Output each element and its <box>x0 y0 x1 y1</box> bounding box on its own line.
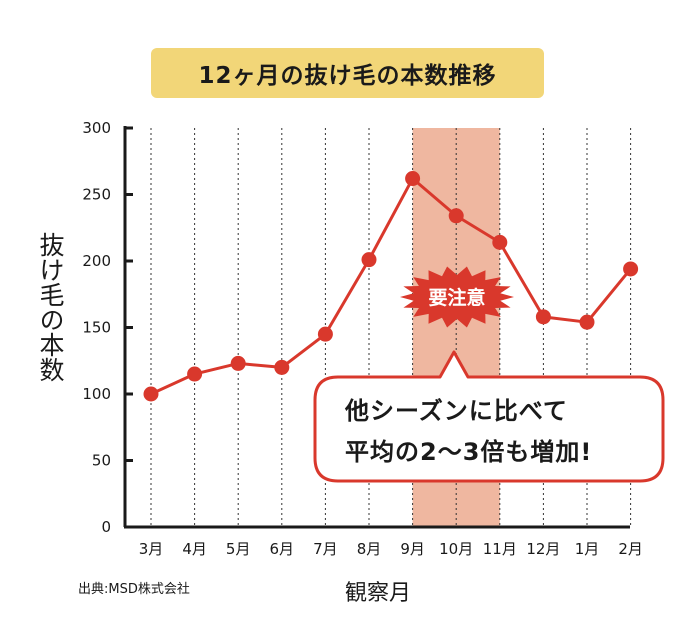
x-tick-label: 1月 <box>575 540 600 558</box>
warning-badge <box>400 266 514 328</box>
series-line <box>150 177 632 396</box>
x-tick-label: 9月 <box>400 540 425 558</box>
x-tick-label: 11月 <box>483 540 517 558</box>
callout-bubble <box>313 350 665 483</box>
data-point <box>143 386 159 402</box>
y-tick-label: 250 <box>82 186 111 204</box>
x-tick-label: 7月 <box>313 540 338 558</box>
data-point <box>579 314 595 330</box>
chart-title: 12ヶ月の抜け毛の本数推移 <box>198 63 497 89</box>
callout-line-1: 他シーズンに比べて <box>344 397 568 425</box>
source-note: 出典:MSD株式会社 <box>78 582 190 597</box>
y-tick-label: 300 <box>82 119 111 137</box>
data-point <box>317 326 333 342</box>
data-point <box>405 171 421 187</box>
data-point <box>448 208 464 224</box>
x-tick-label: 12月 <box>526 540 560 558</box>
data-point <box>361 252 377 268</box>
warning-badge-label: 要注意 <box>428 286 485 309</box>
y-tick-label: 0 <box>101 518 111 536</box>
chart-title-box: 12ヶ月の抜け毛の本数推移 <box>151 48 544 98</box>
data-point <box>230 355 246 371</box>
callout-line-2: 平均の2〜3倍も増加! <box>345 438 592 466</box>
y-axis-label: 抜け毛の本数 <box>36 232 65 382</box>
y-tick-label: 100 <box>82 385 111 403</box>
data-point <box>535 309 551 325</box>
x-tick-label: 3月 <box>139 540 164 558</box>
data-point <box>492 234 508 250</box>
x-tick-label: 8月 <box>357 540 382 558</box>
x-tick-label: 6月 <box>270 540 295 558</box>
y-tick-label: 150 <box>82 319 111 337</box>
x-tick-label: 10月 <box>439 540 473 558</box>
x-axis-label: 観察月 <box>344 581 411 606</box>
data-point <box>623 261 639 277</box>
data-point <box>187 366 203 382</box>
x-tick-label: 5月 <box>226 540 251 558</box>
x-tick-label: 2月 <box>618 540 643 558</box>
x-tick-label: 4月 <box>182 540 207 558</box>
data-point <box>274 359 290 375</box>
y-tick-label: 50 <box>92 452 111 470</box>
y-tick-label: 200 <box>82 252 111 270</box>
